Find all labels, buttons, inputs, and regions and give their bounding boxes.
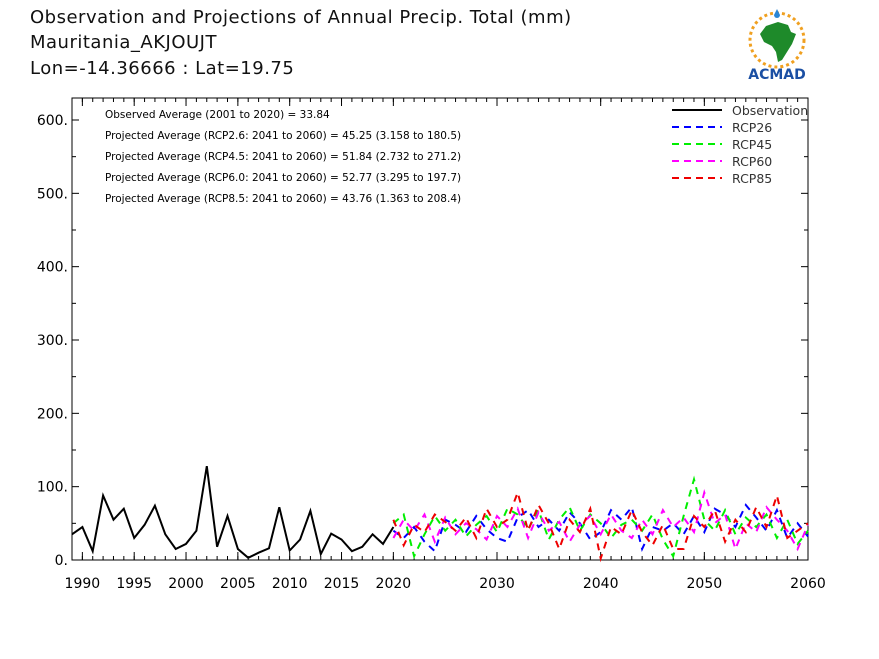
logo-text: ACMAD: [748, 67, 806, 83]
legend: Observation RCP26 RCP45 RCP60 RCP85: [672, 103, 808, 186]
y-tick-label: 200.: [37, 406, 68, 422]
y-tick-label: 600.: [37, 113, 68, 129]
average-annotation: Observed Average (2001 to 2020) = 33.84: [105, 109, 330, 121]
average-annotation: Projected Average (RCP4.5: 2041 to 2060)…: [105, 151, 461, 163]
legend-label-rcp26: RCP26: [732, 120, 772, 135]
average-annotation: Projected Average (RCP6.0: 2041 to 2060)…: [105, 172, 461, 184]
y-tick-label: 300.: [37, 333, 68, 349]
legend-label-rcp85: RCP85: [732, 171, 772, 186]
x-tick-label: 2060: [790, 576, 826, 592]
x-tick-label: 2040: [583, 576, 619, 592]
y-tick-label: 100.: [37, 480, 68, 496]
average-annotation: Projected Average (RCP8.5: 2041 to 2060)…: [105, 193, 461, 205]
acmad-logo: ACMAD: [736, 6, 818, 84]
annotation-layer: Observed Average (2001 to 2020) = 33.84 P…: [105, 109, 461, 205]
series-layer: [71, 465, 809, 563]
chart-title: Observation and Projections of Annual Pr…: [30, 7, 572, 28]
y-tick-label: 400.: [37, 260, 68, 276]
average-annotation: Projected Average (RCP2.6: 2041 to 2060)…: [105, 130, 461, 142]
y-tick-label: 500.: [37, 186, 68, 202]
acmad-africa-logo-icon: ACMAD: [748, 9, 806, 83]
plot-frame: [71, 97, 809, 561]
x-tick-label: 2050: [687, 576, 723, 592]
x-tick-label: 2020: [376, 576, 412, 592]
station-coordinates: Lon=-14.36666 : Lat=19.75: [30, 58, 295, 79]
legend-label-observation: Observation: [732, 103, 808, 118]
x-tick-label: 1990: [65, 576, 101, 592]
series-line-rcp85: [392, 489, 809, 563]
series-line-rcp60: [392, 489, 809, 553]
x-tick-label: 1995: [116, 576, 152, 592]
legend-label-rcp45: RCP45: [732, 137, 772, 152]
y-tick-label: 0.: [55, 553, 68, 569]
x-tick-label: 2005: [220, 576, 256, 592]
station-name: Mauritania_AKJOUJT: [30, 32, 217, 53]
x-tick-label: 2030: [479, 576, 515, 592]
axes-layer: 0. 100. 200. 300. 400. 500. 600. 1990 1995 2000 20…: [37, 97, 826, 592]
series-line-rcp26: [392, 503, 809, 553]
series-line-observation: [71, 465, 395, 559]
series-line-rcp45: [392, 475, 809, 560]
legend-label-rcp60: RCP60: [732, 154, 772, 169]
x-tick-label: 2015: [324, 576, 360, 592]
x-tick-label: 2000: [168, 576, 204, 592]
x-tick-label: 2010: [272, 576, 308, 592]
